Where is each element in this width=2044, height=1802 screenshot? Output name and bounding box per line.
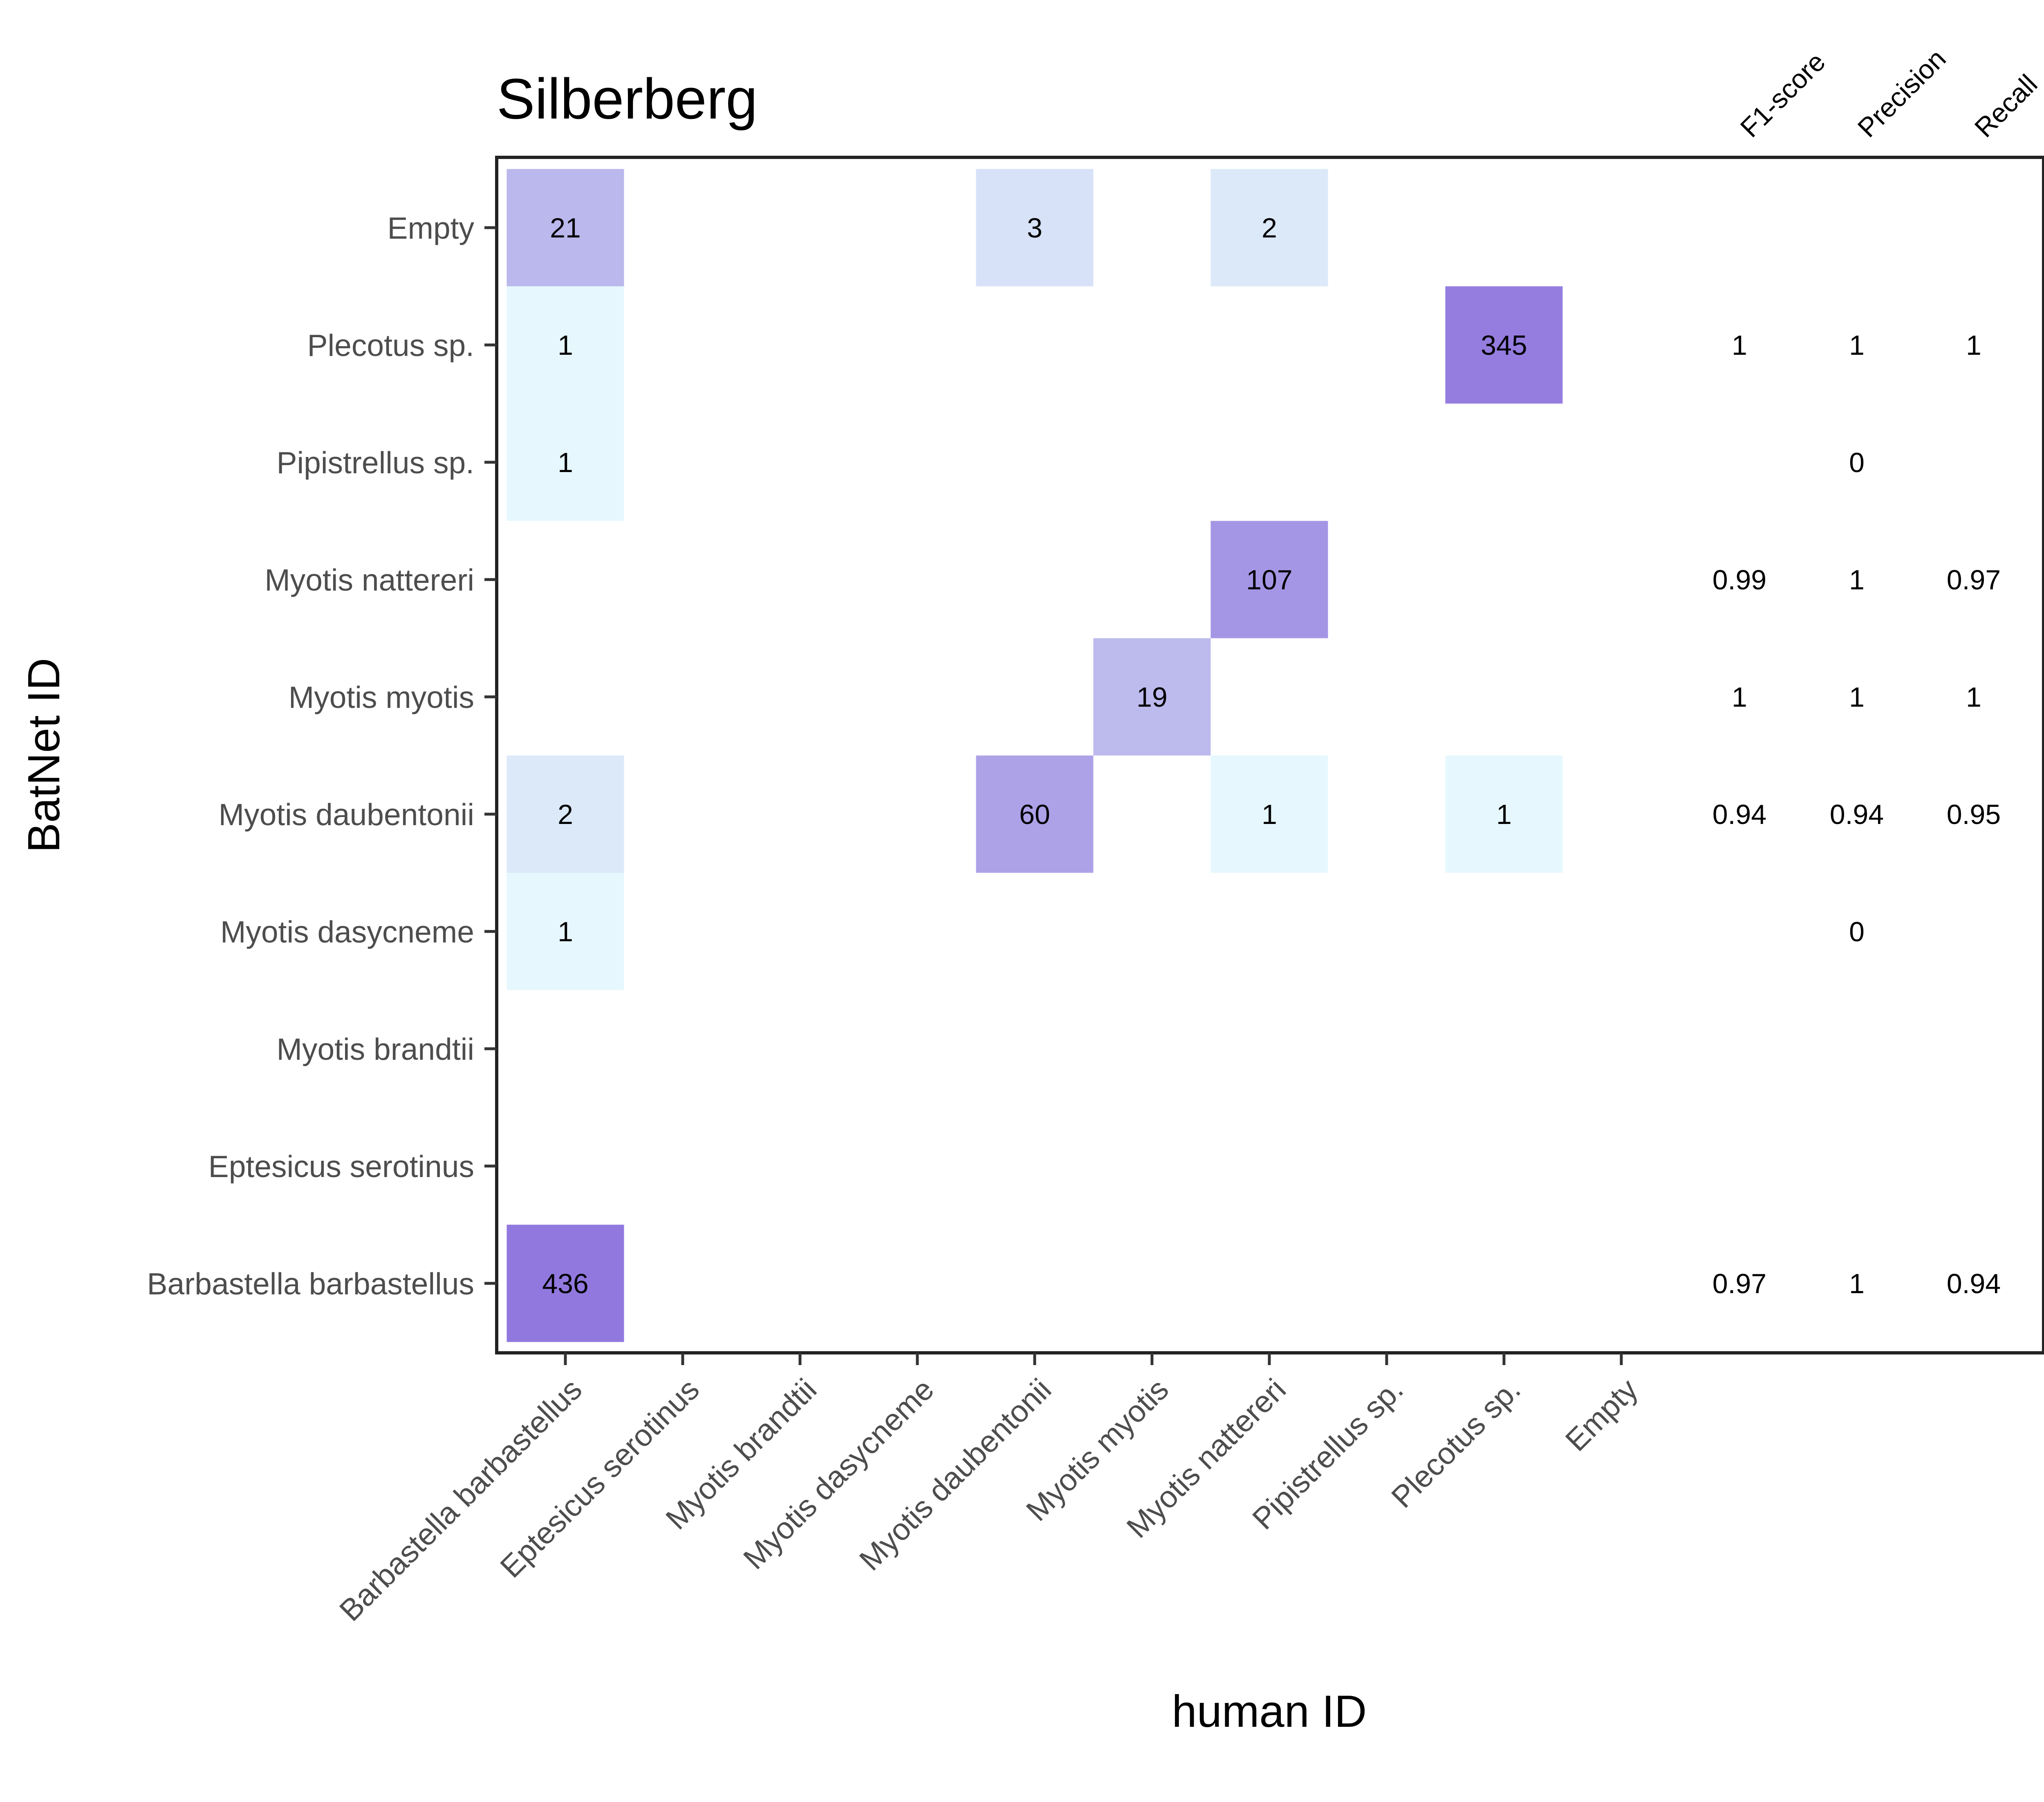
y-axis-title: BatNet ID [19, 658, 69, 853]
metric-value-recall: 1 [1966, 682, 1981, 713]
metric-header-recall: Recall [1969, 69, 2043, 143]
cell-value-label: 1 [1496, 799, 1512, 830]
metric-value-f1-score: 1 [1732, 682, 1747, 713]
heatmap-cell [976, 169, 1094, 287]
heatmap-cell [507, 1224, 624, 1342]
heatmap-cells [507, 169, 1563, 1342]
y-tick-label-plecotus-sp: Plecotus sp. [307, 328, 474, 363]
y-tick-label-myotis-daubentonii: Myotis daubentonii [219, 797, 474, 832]
heatmap-cell [1210, 169, 1328, 287]
chart-title: Silberberg [497, 67, 758, 131]
heatmap-cell [1210, 521, 1328, 638]
metric-value-recall: 0.97 [1947, 564, 2001, 595]
heatmap-cell [1093, 638, 1211, 756]
metric-value-f1-score: 1 [1732, 330, 1747, 361]
metric-value-recall: 1 [1966, 330, 1981, 361]
metric-value-recall: 0.95 [1947, 799, 2001, 830]
metric-value-precision: 1 [1849, 682, 1865, 713]
cell-value-label: 2 [1262, 213, 1277, 244]
y-tick-label-myotis-nattereri: Myotis nattereri [264, 563, 474, 597]
y-tick-label-myotis-myotis: Myotis myotis [289, 680, 474, 714]
metric-value-precision: 0.94 [1830, 799, 1884, 830]
heatmap-cell [507, 403, 624, 521]
metric-value-f1-score: 0.99 [1712, 564, 1766, 595]
x-tick-label-empty: Empty [1559, 1372, 1645, 1458]
y-tick-label-pipistrellus-sp: Pipistrellus sp. [276, 445, 474, 480]
heatmap-cell [507, 873, 624, 990]
heatmap-cell [507, 286, 624, 404]
cell-value-label: 21 [550, 213, 581, 244]
heatmap-cell [1445, 755, 1563, 873]
cell-value-label: 60 [1019, 799, 1050, 830]
cell-value-label: 1 [558, 330, 573, 361]
y-tick-label-barbastella-barbastellus: Barbastella barbastellus [147, 1267, 474, 1301]
cell-value-label: 436 [542, 1268, 588, 1299]
metric-header-precision: Precision [1852, 43, 1952, 143]
metric-value-precision: 1 [1849, 564, 1865, 595]
cell-value-label: 2 [558, 799, 573, 830]
metric-headers: F1-score Precision Recall [1735, 43, 2043, 143]
cell-value-label: 1 [558, 447, 573, 478]
cell-value-label: 345 [1481, 330, 1527, 361]
cell-value-label: 1 [558, 916, 573, 947]
y-tick-label-myotis-dasycneme: Myotis dasycneme [220, 915, 474, 949]
y-tick-label-myotis-brandtii: Myotis brandtii [276, 1032, 474, 1066]
metric-value-precision: 1 [1849, 1268, 1865, 1299]
x-tick-label-myotis-dasycneme: Myotis dasycneme [737, 1372, 941, 1576]
plot-panel-border [495, 156, 2044, 1354]
heatmap-cell [507, 755, 624, 873]
cell-value-label: 3 [1027, 213, 1042, 244]
metric-value-f1-score: 0.94 [1712, 799, 1766, 830]
y-axis: Barbastella barbastellus Eptesicus seroti… [147, 211, 497, 1301]
metric-header-f1-score: F1-score [1735, 46, 1831, 143]
cell-value-label: 19 [1136, 682, 1168, 713]
x-tick-label-eptesicus-serotinus: Eptesicus serotinus [493, 1372, 706, 1584]
x-tick-label-barbastella-barbastellus: Barbastella barbastellus [333, 1372, 588, 1627]
metric-values: 1 1 1 0 0.99 1 0.97 1 1 1 0.94 0.94 0.95 0 0.97 1 0.94 [1712, 330, 2001, 1299]
metric-value-precision: 1 [1849, 330, 1865, 361]
metric-value-precision: 0 [1849, 916, 1865, 947]
y-tick-label-empty: Empty [387, 211, 474, 245]
cell-value-label: 107 [1246, 564, 1292, 595]
cell-value-label: 1 [1262, 799, 1277, 830]
heatmap-cell [1445, 286, 1563, 404]
metric-value-recall: 0.94 [1947, 1268, 2001, 1299]
metric-value-f1-score: 0.97 [1712, 1268, 1766, 1299]
x-axis-title: human ID [1172, 1686, 1367, 1737]
heatmap-cell [507, 169, 624, 287]
x-tick-label-myotis-daubentonii: Myotis daubentonii [853, 1372, 1058, 1577]
heatmap-cell [1210, 755, 1328, 873]
y-tick-label-eptesicus-serotinus: Eptesicus serotinus [208, 1149, 474, 1184]
metric-value-precision: 0 [1849, 447, 1865, 478]
heatmap-cell [976, 755, 1094, 873]
